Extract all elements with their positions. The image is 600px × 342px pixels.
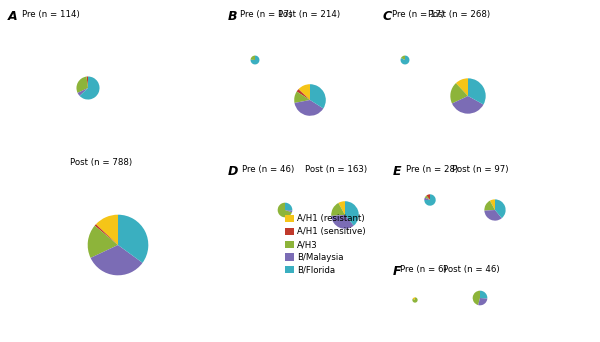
Wedge shape — [490, 199, 495, 210]
Text: F: F — [393, 265, 401, 278]
Wedge shape — [76, 77, 88, 93]
Wedge shape — [401, 55, 409, 64]
Wedge shape — [294, 92, 310, 103]
Text: Pre (n = 17): Pre (n = 17) — [392, 10, 444, 19]
Wedge shape — [424, 194, 436, 206]
Wedge shape — [310, 84, 326, 108]
Text: A: A — [8, 10, 17, 23]
Text: E: E — [393, 165, 401, 178]
Wedge shape — [468, 78, 485, 105]
Wedge shape — [77, 88, 88, 96]
Wedge shape — [331, 215, 354, 229]
Wedge shape — [118, 215, 148, 263]
Legend: A/H1 (resistant), A/H1 (sensitive), A/H3, B/Malaysia, B/Florida: A/H1 (resistant), A/H1 (sensitive), A/H3… — [286, 214, 366, 275]
Text: Post (n = 268): Post (n = 268) — [428, 10, 490, 19]
Wedge shape — [296, 89, 310, 100]
Wedge shape — [452, 96, 484, 114]
Wedge shape — [338, 201, 345, 215]
Wedge shape — [278, 203, 292, 217]
Wedge shape — [495, 199, 506, 218]
Wedge shape — [427, 194, 430, 200]
Wedge shape — [88, 226, 118, 258]
Wedge shape — [95, 224, 118, 245]
Wedge shape — [412, 297, 418, 303]
Text: Pre (n = 114): Pre (n = 114) — [22, 10, 80, 19]
Wedge shape — [86, 77, 88, 88]
Text: Pre (n = 46): Pre (n = 46) — [242, 165, 294, 174]
Wedge shape — [80, 77, 100, 100]
Wedge shape — [413, 297, 415, 300]
Wedge shape — [285, 203, 292, 210]
Text: B: B — [228, 10, 238, 23]
Text: Post (n = 163): Post (n = 163) — [305, 165, 367, 174]
Text: Pre (n = 6): Pre (n = 6) — [400, 265, 447, 274]
Wedge shape — [298, 84, 310, 100]
Wedge shape — [345, 201, 359, 226]
Text: Pre (n = 17): Pre (n = 17) — [240, 10, 292, 19]
Wedge shape — [480, 291, 487, 299]
Text: Post (n = 214): Post (n = 214) — [278, 10, 340, 19]
Text: Post (n = 46): Post (n = 46) — [443, 265, 500, 274]
Wedge shape — [91, 245, 143, 275]
Text: D: D — [228, 165, 238, 178]
Wedge shape — [425, 196, 430, 200]
Wedge shape — [251, 55, 255, 60]
Text: C: C — [383, 10, 392, 23]
Wedge shape — [331, 203, 345, 216]
Wedge shape — [484, 210, 502, 221]
Wedge shape — [295, 100, 323, 116]
Wedge shape — [401, 55, 405, 60]
Wedge shape — [456, 78, 468, 96]
Wedge shape — [251, 55, 259, 64]
Text: Pre (n = 28): Pre (n = 28) — [406, 165, 458, 174]
Wedge shape — [451, 83, 468, 104]
Wedge shape — [478, 298, 487, 305]
Text: Post (n = 97): Post (n = 97) — [452, 165, 509, 174]
Wedge shape — [96, 215, 118, 245]
Wedge shape — [285, 210, 292, 212]
Wedge shape — [473, 291, 480, 305]
Wedge shape — [424, 198, 430, 200]
Wedge shape — [484, 201, 495, 211]
Text: Post (n = 788): Post (n = 788) — [70, 158, 132, 167]
